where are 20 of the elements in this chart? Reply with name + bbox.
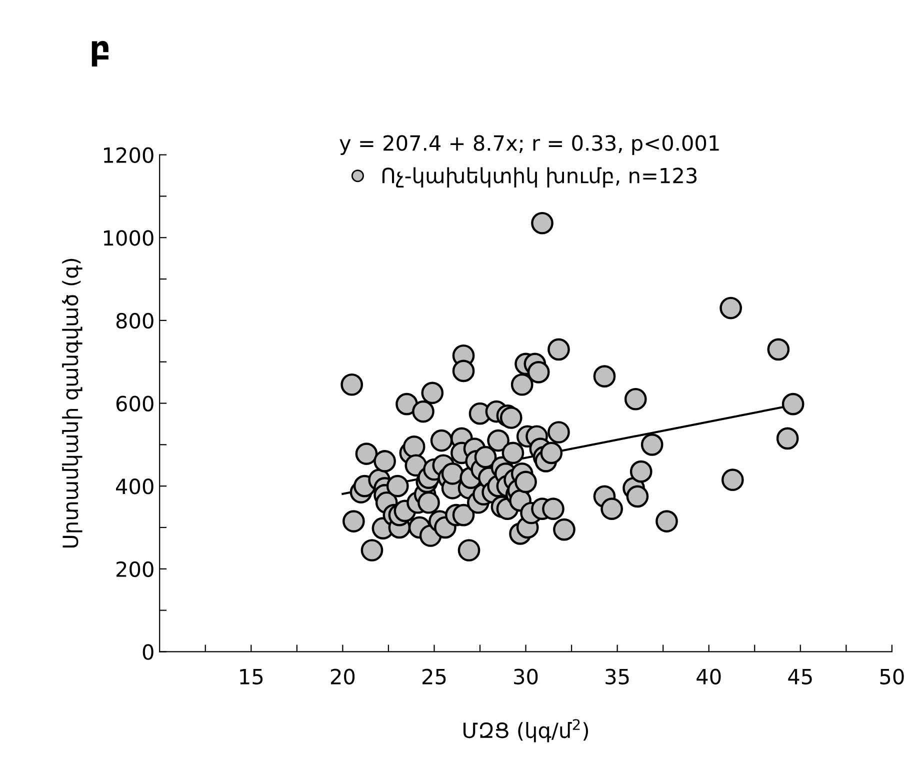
legend-label: Ոչ-կախեկտիկ խումբ, n=123 — [382, 167, 697, 188]
y-axis-title: Սրտամկանի զանգված (գ) — [62, 258, 82, 548]
x-tick-label: 15 — [240, 669, 263, 684]
y-tick-label: 200 — [116, 561, 154, 578]
x-tick-label: 30 — [514, 668, 538, 684]
x-axis-title: ՄԶՑ (կգ/մ$^{2}$) — [464, 719, 588, 742]
annotation: y = 207.4 + 8.7x; r = 0.33, p<0.001 — [340, 135, 719, 155]
y-tick-label: 400 — [116, 478, 154, 494]
x-tick-label: 20 — [330, 668, 355, 684]
y-tick-label: 800 — [116, 312, 154, 329]
y-tick-label: 600 — [116, 396, 154, 412]
y-tick-label: 1000 — [104, 230, 154, 246]
x-tick-label: 25 — [422, 668, 446, 684]
x-tick-label: 40 — [696, 668, 721, 684]
x-tick-label: 45 — [788, 669, 812, 684]
y-tick-label: 0 — [142, 644, 154, 660]
chart-title: բ — [92, 40, 108, 66]
x-tick-label: 50 — [880, 668, 904, 684]
x-tick-label: 35 — [606, 668, 629, 684]
y-tick-label: 1200 — [104, 147, 154, 164]
